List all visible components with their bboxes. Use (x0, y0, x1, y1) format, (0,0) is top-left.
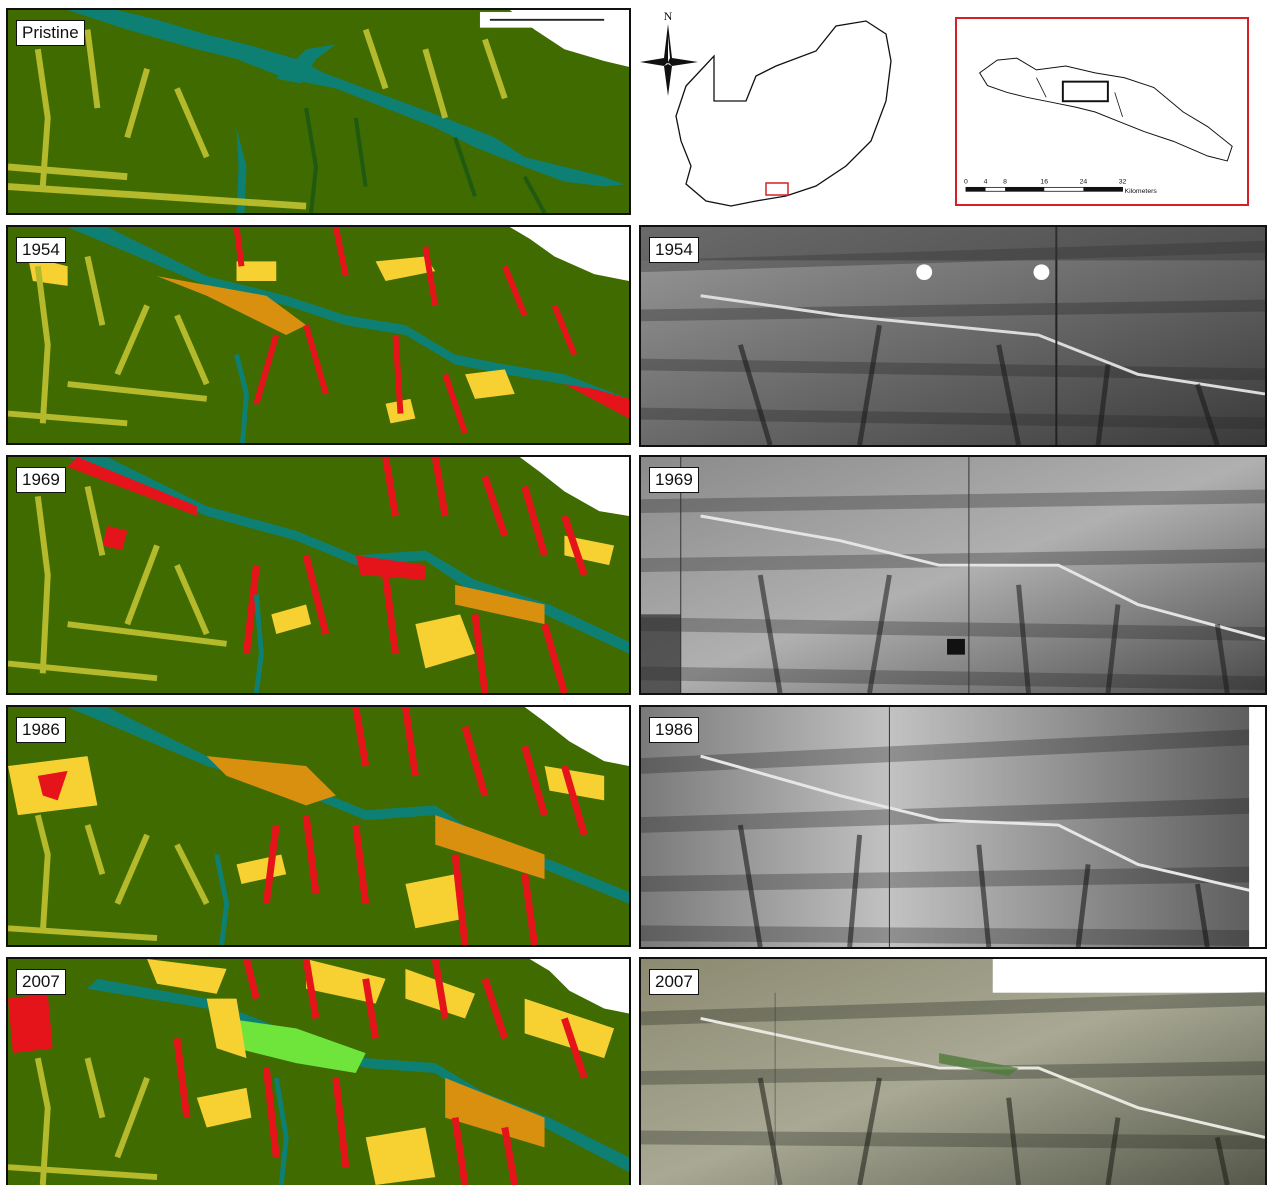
scale-tick-32: 32 (1119, 178, 1127, 185)
scale-tick-0: 0 (964, 178, 968, 185)
scale-tick-16: 16 (1040, 178, 1048, 185)
photo-1954-image (641, 227, 1265, 445)
map-2007-graphic (8, 959, 629, 1185)
study-reach-box (1061, 80, 1109, 103)
photo-1969: 1969 (639, 455, 1267, 695)
photo-2007-image (641, 959, 1265, 1185)
scale-bar (965, 186, 1123, 192)
panel-label-photo-1954: 1954 (649, 237, 699, 263)
panel-label-pristine: Pristine (16, 20, 85, 46)
panel-label-map-1986: 1986 (16, 717, 66, 743)
scale-tick-24: 24 (1080, 178, 1088, 185)
photo-1986: 1986 (639, 705, 1267, 949)
panel-label-photo-1986: 1986 (649, 717, 699, 743)
map-1954: 1954 (6, 225, 631, 445)
panel-label-map-2007: 2007 (16, 969, 66, 995)
scale-tick-8: 8 (1003, 178, 1007, 185)
map-1954-graphic (8, 227, 629, 443)
catchment-inset: 0 4 8 16 24 32 Kilometers (955, 17, 1249, 206)
photo-1954: 1954 (639, 225, 1267, 447)
panel-label-photo-2007: 2007 (649, 969, 699, 995)
photo-2007: 2007 (639, 957, 1267, 1185)
map-1969: 1969 (6, 455, 631, 695)
photo-1986-image (641, 707, 1265, 947)
catchment-graphic: 0 4 8 16 24 32 Kilometers (964, 57, 1233, 195)
photo-1969-image (641, 457, 1265, 693)
scale-unit: Kilometers (1125, 188, 1158, 195)
locator-graphic: N (640, 9, 892, 207)
map-1986-graphic (8, 707, 629, 945)
map-pristine: Pristine (6, 8, 631, 215)
map-pristine-graphic (8, 10, 629, 213)
north-label: N (664, 9, 673, 23)
map-1969-graphic (8, 457, 629, 693)
study-area-marker (765, 182, 789, 196)
north-arrow-icon (640, 24, 698, 96)
map-2007: 2007 (6, 957, 631, 1185)
panel-label-map-1954: 1954 (16, 237, 66, 263)
map-1986: 1986 (6, 705, 631, 947)
panel-label-photo-1969: 1969 (649, 467, 699, 493)
south-africa-locator: N (636, 6, 926, 216)
panel-label-map-1969: 1969 (16, 467, 66, 493)
scale-tick-4: 4 (984, 178, 988, 185)
